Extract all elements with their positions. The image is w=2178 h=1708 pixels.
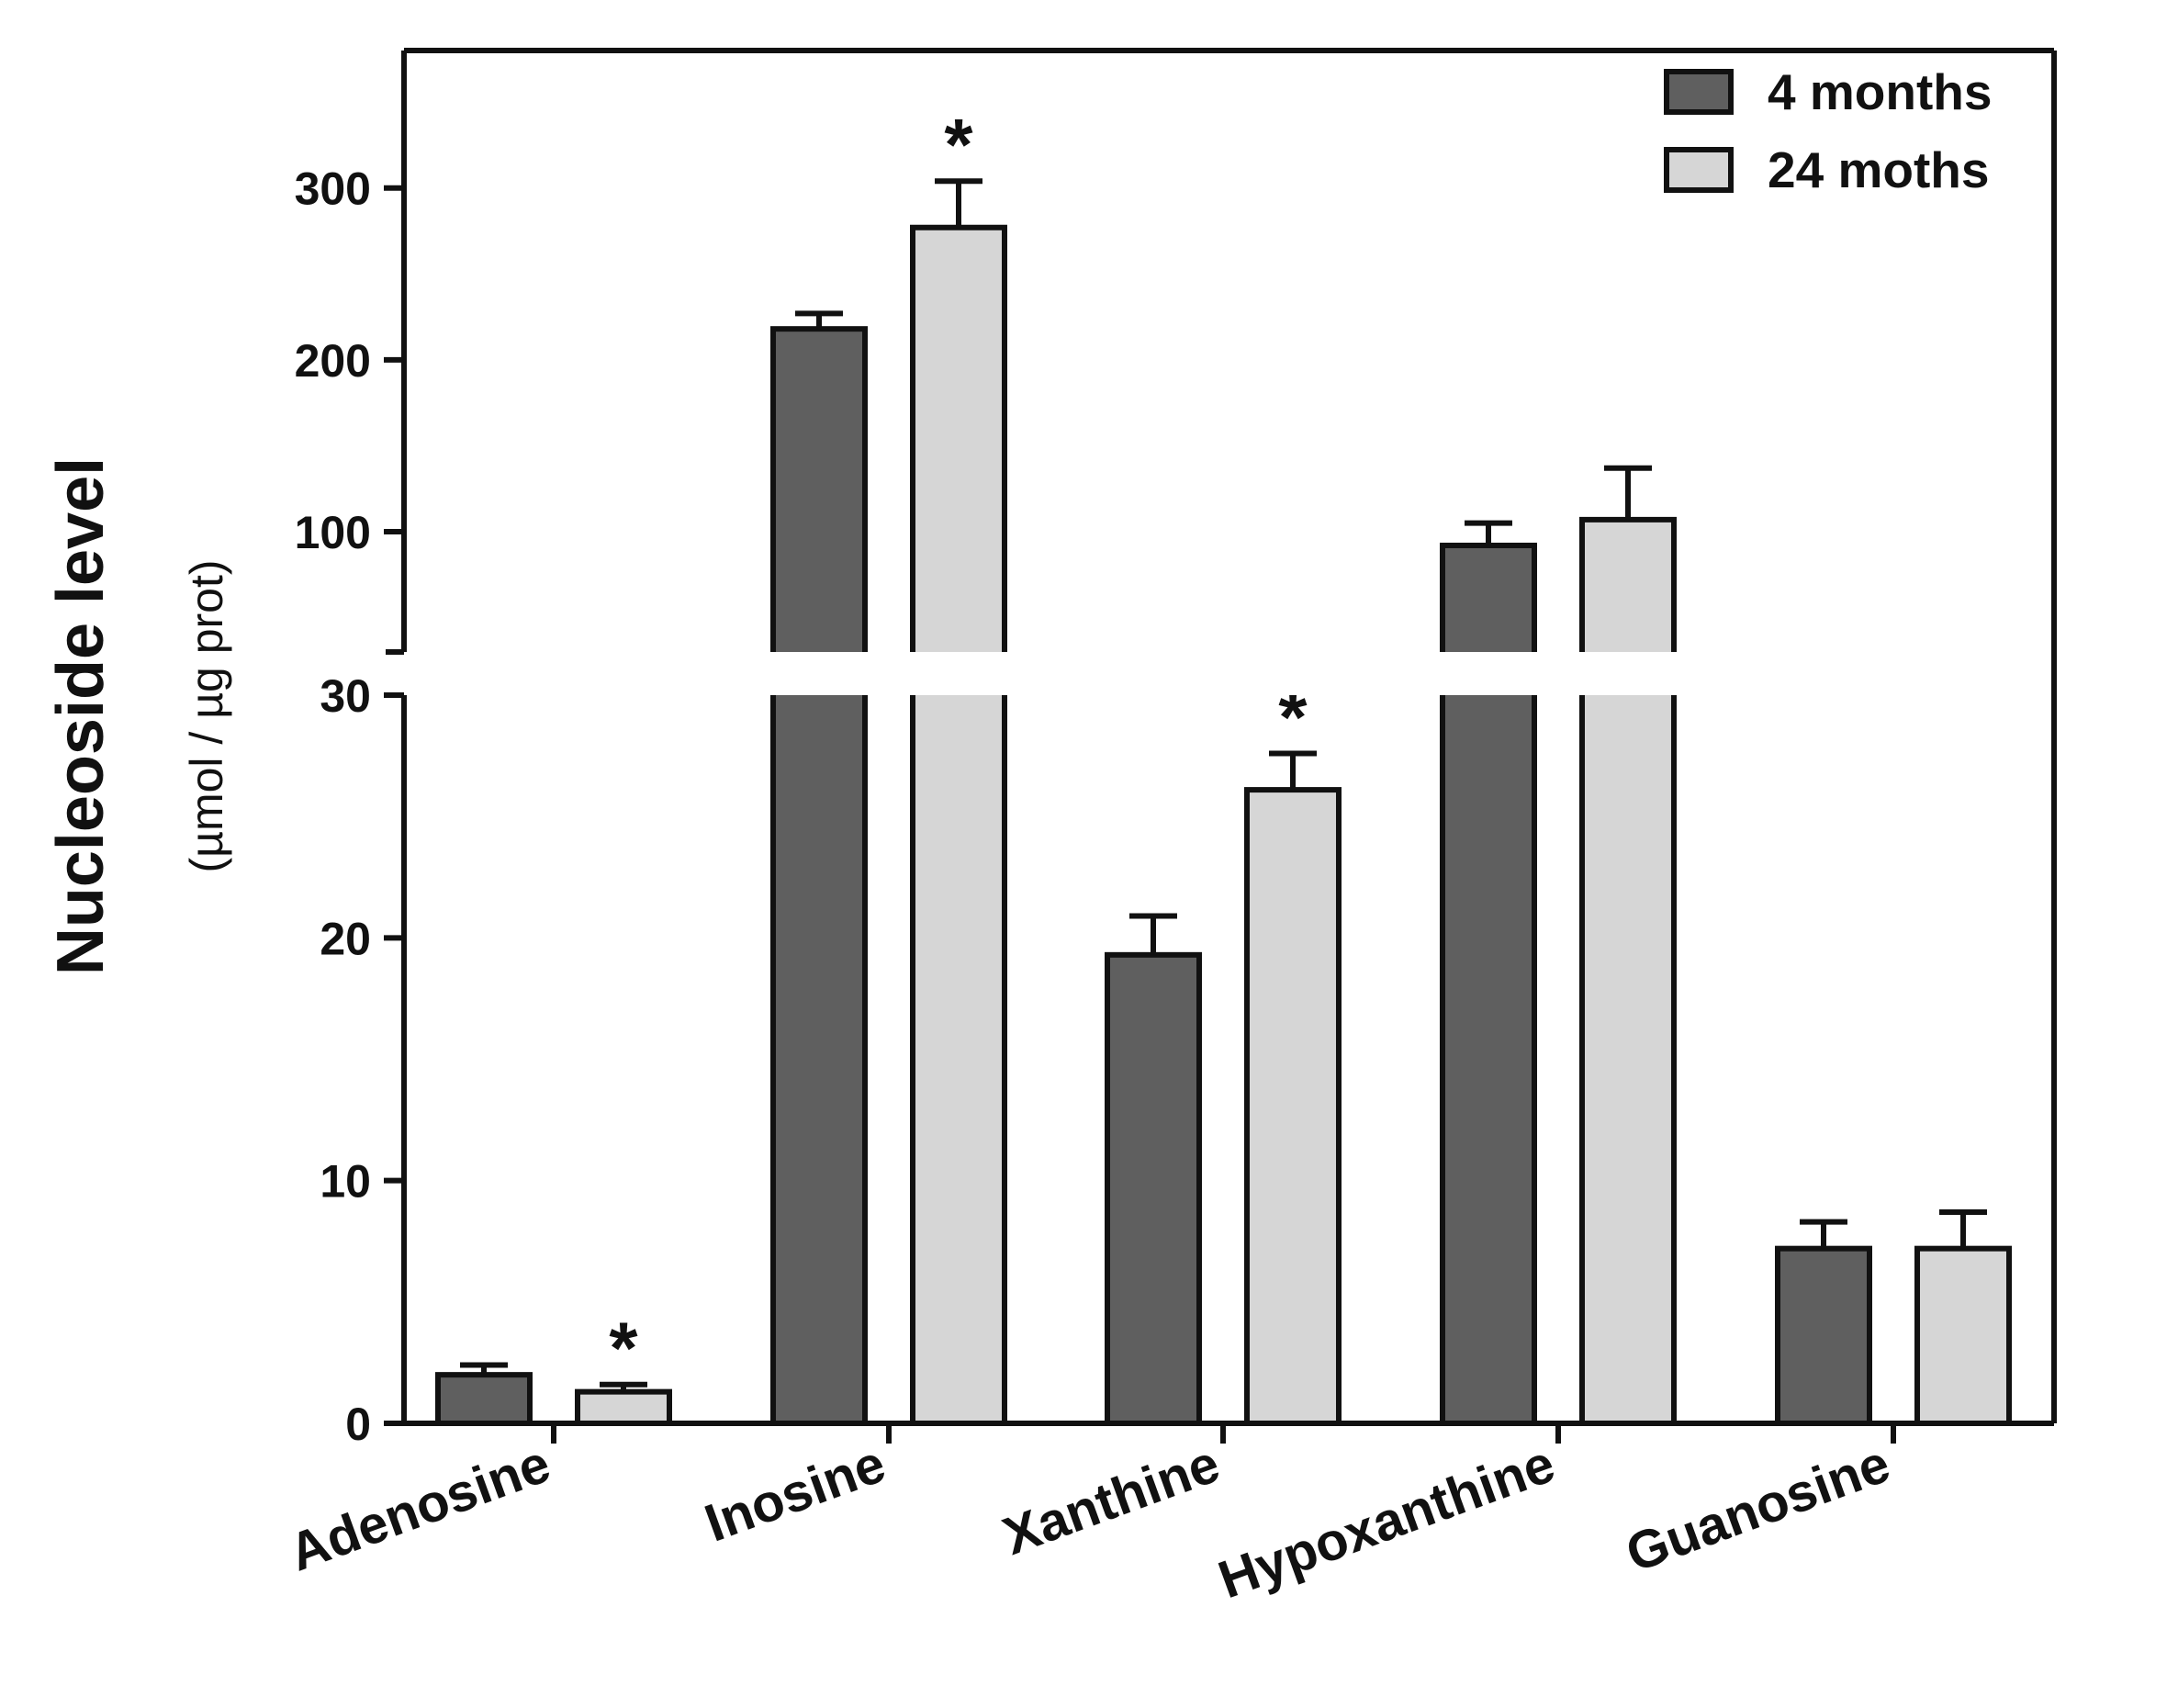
x-tick-label-xanthine: Xanthine (995, 1433, 1227, 1567)
chart-text: Nucleoside level (µmol / µg prot) (44, 457, 232, 975)
bar-guanosine-4-months (1775, 1245, 1872, 1427)
x-tick-label-hypoxanthine: Hypoxanthine (1211, 1433, 1563, 1610)
legend-label-4-months: 4 months (1768, 63, 1992, 120)
y-axis-title: Nucleoside level (44, 457, 118, 975)
legend-label-24-moths: 24 moths (1768, 141, 1989, 198)
y-tick-label: 30 (320, 670, 371, 722)
y-tick-label: 10 (320, 1156, 371, 1208)
bar-xanthine-4-months (1105, 951, 1202, 1426)
axis-break-gap (408, 652, 2050, 695)
x-tick-label-adenosine: Adenosine (282, 1433, 558, 1582)
y-tick-label: 0 (345, 1399, 371, 1450)
plot-area: 0102030100200300*Adenosine*Inosine*Xanth… (282, 48, 2057, 1610)
legend-swatch-4-months (1664, 69, 1734, 115)
x-tick-label-inosine: Inosine (697, 1433, 893, 1554)
bar-xanthine-24-moths (1244, 787, 1342, 1426)
y-tick-label: 100 (295, 507, 371, 558)
bar-adenosine-24-moths (575, 1388, 672, 1427)
y-tick-label: 200 (295, 335, 371, 387)
significance-marker: * (944, 104, 973, 185)
y-tick-label: 300 (295, 163, 371, 215)
y-axis-units: (µmol / µg prot) (181, 559, 232, 872)
bar-guanosine-24-moths (1914, 1245, 2012, 1427)
bar-inosine-4-months (770, 326, 868, 1427)
x-tick-label-guanosine: Guanosine (1619, 1433, 1898, 1584)
significance-marker: * (609, 1308, 638, 1389)
legend-swatch-24-moths (1664, 147, 1734, 193)
bar-inosine-24-moths (910, 224, 1007, 1426)
bar-adenosine-4-months (435, 1372, 533, 1426)
y-tick-label: 20 (320, 913, 371, 964)
